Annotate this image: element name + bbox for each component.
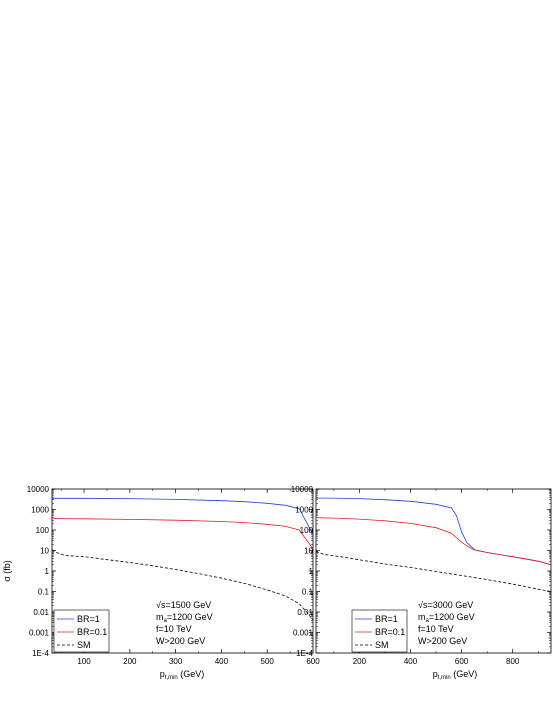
x-axis-label: pt,min (GeV) bbox=[433, 669, 478, 681]
y-tick-label: 1 bbox=[309, 567, 314, 576]
right-chart-panel: 10000 1000 100 10 1 0.1 0.01 0.001 1E-4 200 400 600… bbox=[291, 485, 552, 681]
annotation-width: W>200 GeV bbox=[156, 636, 205, 646]
annotation-width: W>200 GeV bbox=[418, 636, 467, 646]
x-tick-label: 600 bbox=[455, 657, 469, 666]
x-tick-label: 300 bbox=[169, 657, 183, 666]
y-axis-label: σ (fb) bbox=[2, 560, 12, 582]
y-tick-label: 0.001 bbox=[293, 629, 314, 638]
legend-label: BR=0.1 bbox=[375, 627, 405, 637]
x-tick-label: 400 bbox=[215, 657, 229, 666]
y-tick-label: 1000 bbox=[295, 506, 313, 515]
y-tick-label: 0.001 bbox=[29, 629, 50, 638]
x-tick-label: 100 bbox=[77, 657, 91, 666]
annotation-mass: ma=1200 GeV bbox=[156, 612, 213, 624]
x-tick-label: 800 bbox=[506, 657, 520, 666]
annotation-sqrt-s: √s=1500 GeV bbox=[156, 600, 211, 610]
annotation-sqrt-s: √s=3000 GeV bbox=[418, 600, 473, 610]
x-axis-label: pt,min (GeV) bbox=[160, 669, 205, 681]
series-line-br-0-1 bbox=[51, 518, 314, 550]
series-line-br-1 bbox=[52, 497, 314, 535]
y-tick-label: 1000 bbox=[31, 506, 49, 515]
annotation-f: f=10 TeV bbox=[156, 624, 192, 634]
series-line-br-0-1 bbox=[315, 517, 552, 566]
legend-label: SM bbox=[77, 640, 91, 650]
y-tick-label: 0.01 bbox=[297, 608, 313, 617]
legend-label: BR=1 bbox=[375, 614, 398, 624]
y-tick-label: 0.01 bbox=[33, 608, 49, 617]
y-tick-label: 0.1 bbox=[302, 588, 314, 597]
left-chart-panel: 10000 1000 100 10 1 0.1 0.01 0.001 1E-4 100 200 300… bbox=[2, 485, 320, 681]
y-tick-label: 1 bbox=[45, 567, 50, 576]
annotation-f: f=10 TeV bbox=[418, 624, 454, 634]
legend-label: SM bbox=[375, 640, 389, 650]
y-tick-label: 1E-4 bbox=[296, 649, 313, 658]
y-tick-label: 10 bbox=[304, 547, 313, 556]
x-tick-label: 400 bbox=[404, 657, 418, 666]
annotation-mass: ma=1200 GeV bbox=[418, 612, 475, 624]
series-line-br-1 bbox=[316, 497, 552, 566]
x-tick-label: 500 bbox=[261, 657, 275, 666]
y-tick-label: 10000 bbox=[27, 485, 50, 494]
y-tick-label: 1E-4 bbox=[32, 649, 49, 658]
series-line-sm bbox=[315, 551, 552, 592]
legend-label: BR=0.1 bbox=[77, 627, 107, 637]
y-tick-label: 100 bbox=[300, 526, 314, 535]
x-tick-label: 600 bbox=[306, 657, 320, 666]
x-tick-label: 200 bbox=[353, 657, 367, 666]
y-tick-label: 10000 bbox=[291, 485, 314, 494]
y-tick-label: 100 bbox=[36, 526, 50, 535]
legend-label: BR=1 bbox=[77, 614, 100, 624]
series-line-sm bbox=[51, 549, 314, 621]
y-tick-label: 10 bbox=[40, 547, 49, 556]
x-tick-label: 200 bbox=[123, 657, 137, 666]
y-tick-label: 0.1 bbox=[38, 588, 50, 597]
